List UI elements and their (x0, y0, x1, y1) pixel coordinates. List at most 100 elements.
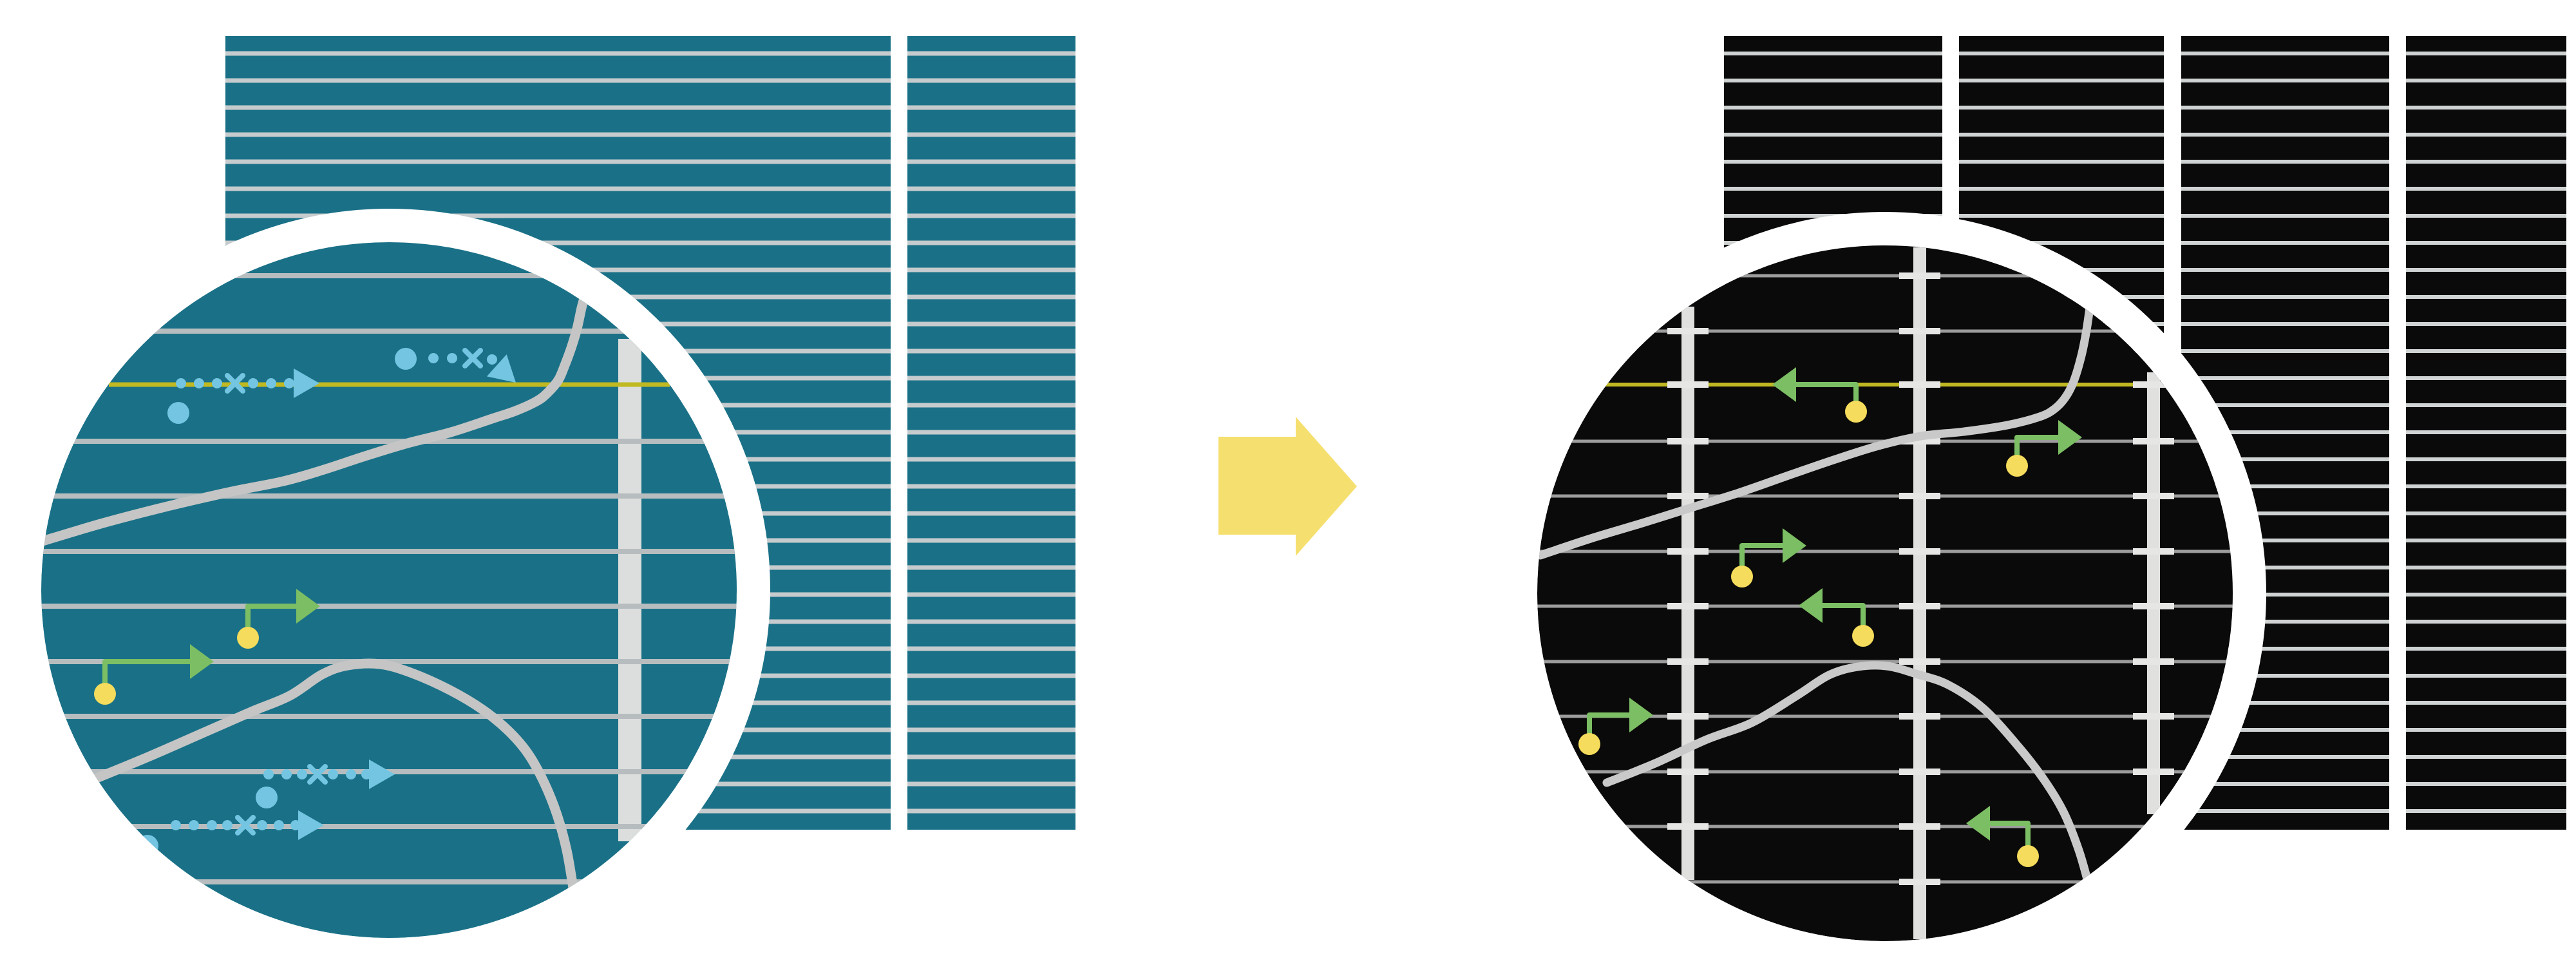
carrier-dot (1578, 733, 1600, 755)
path-dot (248, 378, 258, 388)
arrowhead-icon (1799, 588, 1823, 623)
busbar-pad (2133, 548, 2174, 555)
path-dot (284, 378, 294, 388)
busbar-pad (1667, 658, 1709, 665)
arrowhead-icon (1629, 698, 1653, 732)
collected-carrier-green-arrow (1966, 806, 2039, 867)
lost-carrier-blue-arrow (256, 759, 395, 808)
carrier-path (1587, 712, 1631, 734)
arrowhead-icon (1783, 528, 1806, 563)
carrier-dot (167, 402, 189, 424)
busbar-pad (1899, 438, 1940, 444)
collected-carrier-green-arrow (94, 644, 214, 705)
path-dot (263, 769, 274, 779)
busbar-pad (2133, 493, 2174, 499)
grain-boundary-curve (1602, 661, 2093, 888)
collected-carrier-green-arrow (1799, 588, 1874, 647)
busbar (2147, 372, 2160, 814)
recombination-x-icon (462, 348, 483, 368)
carrier-dot (395, 348, 417, 370)
carrier-path (1795, 382, 1859, 401)
path-dot (257, 820, 267, 830)
busbar-pad (1667, 769, 1709, 775)
busbar-pad (1899, 879, 1940, 885)
busbar-pad (2133, 438, 2174, 444)
carrier-dot (1845, 401, 1867, 423)
path-dot (266, 378, 276, 388)
carrier-path (1821, 603, 1866, 625)
magnifier-content (1537, 247, 2233, 939)
arrowhead-icon (294, 368, 319, 398)
magnifier-content (41, 273, 737, 893)
collected-carrier-green-arrow (237, 589, 320, 649)
busbar-pad (2133, 769, 2174, 775)
path-dot (274, 820, 284, 830)
collected-carrier-green-arrow (1731, 528, 1806, 587)
arrowhead-icon (296, 589, 320, 624)
busbar-pad (1899, 328, 1940, 334)
magnifier-ring (8, 209, 770, 971)
collected-carrier-green-arrow (1578, 698, 1653, 755)
arrowhead-icon (486, 354, 516, 383)
path-dot (171, 820, 181, 830)
carrier-path (245, 604, 298, 627)
grain-boundary-curve (91, 658, 578, 893)
carrier-dot (94, 683, 116, 705)
path-dot (328, 769, 338, 779)
path-dot (194, 378, 204, 388)
collected-carrier-green-arrow (2006, 420, 2082, 477)
grain-boundary-curve (41, 291, 590, 546)
path-dot (346, 769, 356, 779)
arrowhead-icon (1772, 367, 1796, 402)
recombination-x-icon (235, 815, 256, 836)
busbar-pad (1899, 272, 1940, 279)
recombination-x-icon (307, 764, 328, 785)
carrier-dot (237, 627, 259, 649)
cell-gap (2389, 36, 2406, 830)
carrier-dot (2006, 455, 2028, 477)
lost-carrier-blue-arrow (167, 368, 319, 424)
path-dot (487, 354, 497, 365)
transform-arrow-icon (1218, 417, 1357, 556)
busbar-pad (1667, 823, 1709, 830)
arrowhead-icon (190, 644, 214, 679)
path-dot (212, 378, 222, 388)
carrier-dot (256, 787, 278, 808)
lost-carrier-blue-arrow (395, 348, 516, 383)
busbar-pad (1667, 328, 1709, 334)
busbar-pad (1667, 713, 1709, 720)
path-dot (222, 820, 232, 830)
busbar-pad (1667, 493, 1709, 499)
magnifier-ring (1504, 212, 2266, 974)
busbar-pad (1899, 493, 1940, 499)
busbar-pad (1899, 823, 1940, 830)
busbar-pad (1899, 603, 1940, 609)
left-magnifier (8, 209, 770, 971)
recombination-x-icon (225, 373, 245, 394)
grain-boundary-curve (1537, 298, 2095, 560)
carrier-path (102, 659, 191, 683)
carrier-path (1989, 821, 2031, 846)
path-dot (189, 820, 199, 830)
carrier-path (1739, 543, 1784, 566)
arrowhead-icon (1966, 806, 1990, 841)
busbar-pad (1899, 548, 1940, 555)
busbar-pad (1667, 381, 1709, 388)
path-dot (447, 353, 457, 363)
busbar-pad (1899, 769, 1940, 775)
busbar-pad (1667, 438, 1709, 444)
busbar-pad (1667, 548, 1709, 555)
busbar (1681, 307, 1694, 880)
carrier-dot (2017, 845, 2039, 867)
busbar (618, 339, 641, 841)
busbar-pad (1899, 381, 1940, 388)
carrier-dot (1731, 566, 1753, 587)
path-dot (281, 769, 292, 779)
busbar (1913, 247, 1926, 939)
path-dot (176, 378, 186, 388)
magnifier-disc (41, 242, 737, 938)
busbar-pad (2133, 658, 2174, 665)
busbar-pad (2133, 603, 2174, 609)
